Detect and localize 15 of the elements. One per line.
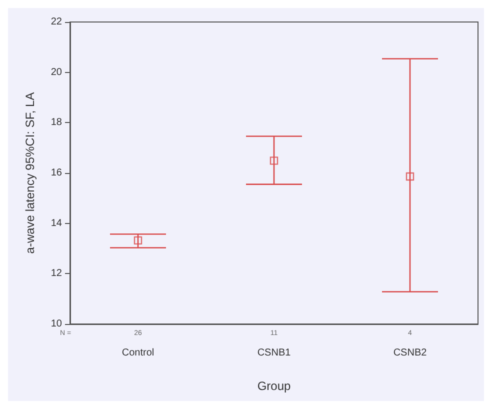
x-tick-label: CSNB1 <box>257 348 292 358</box>
y-tick-label: 18 <box>50 117 62 128</box>
y-tick-label: 20 <box>50 66 62 78</box>
point <box>270 156 278 165</box>
x-axis-title: Group <box>257 379 291 393</box>
y-tick-label: 22 <box>50 16 62 28</box>
y-tick-label: 10 <box>50 318 62 330</box>
y-axis-title: a-wave latency 95%CI: SF, LA <box>23 92 37 254</box>
x-tick-label: Control <box>122 348 154 358</box>
x-tick-label: CSNB2 <box>393 348 428 358</box>
y-tick-label: 16 <box>50 168 62 178</box>
point <box>406 172 414 181</box>
point <box>134 236 142 245</box>
y-tick-label: 14 <box>50 218 62 229</box>
y-tick-label: 12 <box>50 268 62 280</box>
